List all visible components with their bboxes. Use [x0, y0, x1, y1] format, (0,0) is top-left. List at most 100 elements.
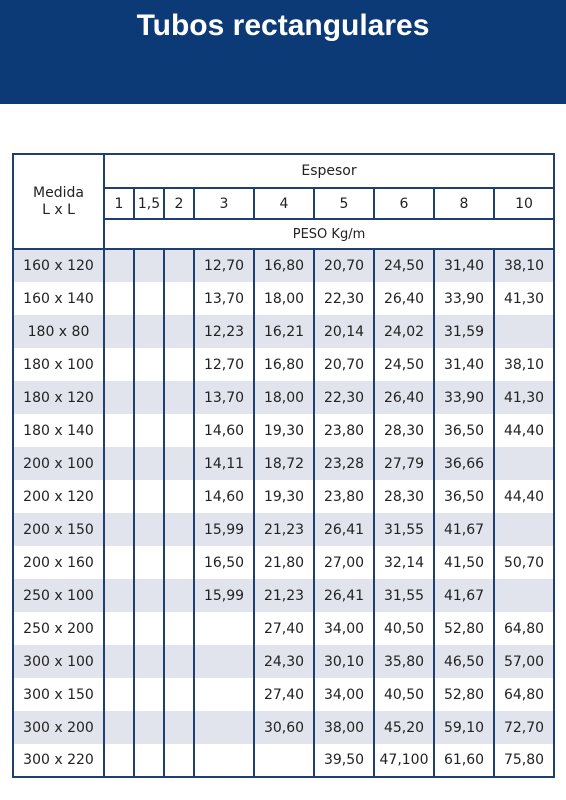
table-row: 180 x 140 14,60 19,30 23,80 28,30 36,50 44,40: [12, 414, 555, 447]
table-row: 180 x 120 13,70 18,00 22,30 26,40 33,90 41,30: [12, 381, 555, 414]
weights-table: Medida L x L Espesor 1 1,5 2 3 4 5 6 8 1…: [12, 153, 555, 778]
weight-cell: 20,70: [313, 249, 375, 282]
table-row: 180 x 100 12,70 16,80 20,70 24,50 31,40 38,10: [12, 348, 555, 381]
weight-cell: [193, 645, 255, 678]
weight-cell: 24,50: [373, 249, 435, 282]
weight-cell: [133, 645, 165, 678]
weight-cell: 12,70: [193, 348, 255, 381]
weight-cell: 47,100: [373, 744, 435, 777]
weight-cell: 18,72: [253, 447, 315, 480]
weight-cell: 35,80: [373, 645, 435, 678]
size-cell: 250 x 100: [12, 579, 105, 612]
weight-cell: [163, 513, 195, 546]
size-cell: 300 x 150: [12, 678, 105, 711]
table-row: 250 x 100 15,99 21,23 26,41 31,55 41,67: [12, 579, 555, 612]
weight-cell: 36,50: [433, 480, 495, 513]
weight-cell: [103, 678, 135, 711]
weight-cell: 33,90: [433, 282, 495, 315]
weight-cell: 14,11: [193, 447, 255, 480]
weight-cell: [133, 480, 165, 513]
weight-cell: [133, 744, 165, 777]
weight-cell: 30,10: [313, 645, 375, 678]
weight-cell: 41,50: [433, 546, 495, 579]
weight-cell: 15,99: [193, 579, 255, 612]
weight-cell: 18,00: [253, 282, 315, 315]
espesor-header: Espesor: [103, 153, 555, 189]
weight-cell: 45,20: [373, 711, 435, 744]
weight-cell: 33,90: [433, 381, 495, 414]
weight-cell: [163, 480, 195, 513]
weight-cell: [133, 678, 165, 711]
weight-cell: [193, 744, 255, 777]
weight-cell: [133, 612, 165, 645]
weight-cell: 12,70: [193, 249, 255, 282]
table-row: 300 x 100 24,30 30,10 35,80 46,50 57,00: [12, 645, 555, 678]
weight-cell: [103, 315, 135, 348]
weight-cell: [163, 282, 195, 315]
table-row: 300 x 220 39,50 47,100 61,60 75,80: [12, 744, 555, 777]
thickness-header: 3: [193, 187, 255, 220]
weight-cell: [103, 711, 135, 744]
weight-cell: [103, 480, 135, 513]
weight-cell: 24,30: [253, 645, 315, 678]
weight-cell: [163, 678, 195, 711]
weight-cell: 36,50: [433, 414, 495, 447]
weight-cell: 21,80: [253, 546, 315, 579]
weight-cell: [133, 282, 165, 315]
weight-cell: 26,41: [313, 579, 375, 612]
weight-cell: 27,00: [313, 546, 375, 579]
medida-format-label: L x L: [42, 201, 75, 218]
weight-cell: [163, 744, 195, 777]
weight-cell: [103, 513, 135, 546]
weight-cell: [163, 249, 195, 282]
weight-cell: [103, 645, 135, 678]
weight-cell: [103, 381, 135, 414]
weight-cell: 24,50: [373, 348, 435, 381]
weight-cell: 32,14: [373, 546, 435, 579]
table-row: 200 x 120 14,60 19,30 23,80 28,30 36,50 44,40: [12, 480, 555, 513]
weight-cell: 20,14: [313, 315, 375, 348]
weight-cell: [133, 381, 165, 414]
title-banner: Tubos rectangulares: [0, 0, 566, 104]
weight-cell: [103, 249, 135, 282]
weight-cell: [253, 744, 315, 777]
weight-cell: [163, 381, 195, 414]
weight-cell: 26,41: [313, 513, 375, 546]
weight-cell: [163, 612, 195, 645]
weight-cell: 28,30: [373, 480, 435, 513]
weight-cell: 31,40: [433, 348, 495, 381]
weight-cell: 28,30: [373, 414, 435, 447]
weight-cell: [103, 744, 135, 777]
weight-cell: 22,30: [313, 381, 375, 414]
weight-cell: [133, 315, 165, 348]
medida-label: Medida: [33, 184, 84, 201]
size-cell: 180 x 120: [12, 381, 105, 414]
size-cell: 180 x 140: [12, 414, 105, 447]
size-cell: 250 x 200: [12, 612, 105, 645]
weight-cell: 52,80: [433, 678, 495, 711]
weight-cell: [493, 447, 555, 480]
table-row: 250 x 200 27,40 34,00 40,50 52,80 64,80: [12, 612, 555, 645]
thickness-header: 5: [313, 187, 375, 220]
weight-cell: 31,55: [373, 513, 435, 546]
weight-cell: [163, 546, 195, 579]
weight-cell: 19,30: [253, 480, 315, 513]
table-row: 160 x 140 13,70 18,00 22,30 26,40 33,90 41,30: [12, 282, 555, 315]
weight-cell: [133, 546, 165, 579]
thickness-header: 8: [433, 187, 495, 220]
weight-cell: [493, 579, 555, 612]
weight-cell: 38,00: [313, 711, 375, 744]
weight-cell: 36,66: [433, 447, 495, 480]
weight-cell: 46,50: [433, 645, 495, 678]
weight-cell: [163, 711, 195, 744]
weight-cell: 13,70: [193, 282, 255, 315]
weight-cell: 16,80: [253, 348, 315, 381]
weight-cell: [163, 645, 195, 678]
weight-cell: 31,55: [373, 579, 435, 612]
weight-cell: 23,80: [313, 414, 375, 447]
weight-cell: 22,30: [313, 282, 375, 315]
thickness-header: 1: [103, 187, 135, 220]
size-cell: 160 x 120: [12, 249, 105, 282]
weight-cell: [163, 414, 195, 447]
weight-cell: 14,60: [193, 480, 255, 513]
